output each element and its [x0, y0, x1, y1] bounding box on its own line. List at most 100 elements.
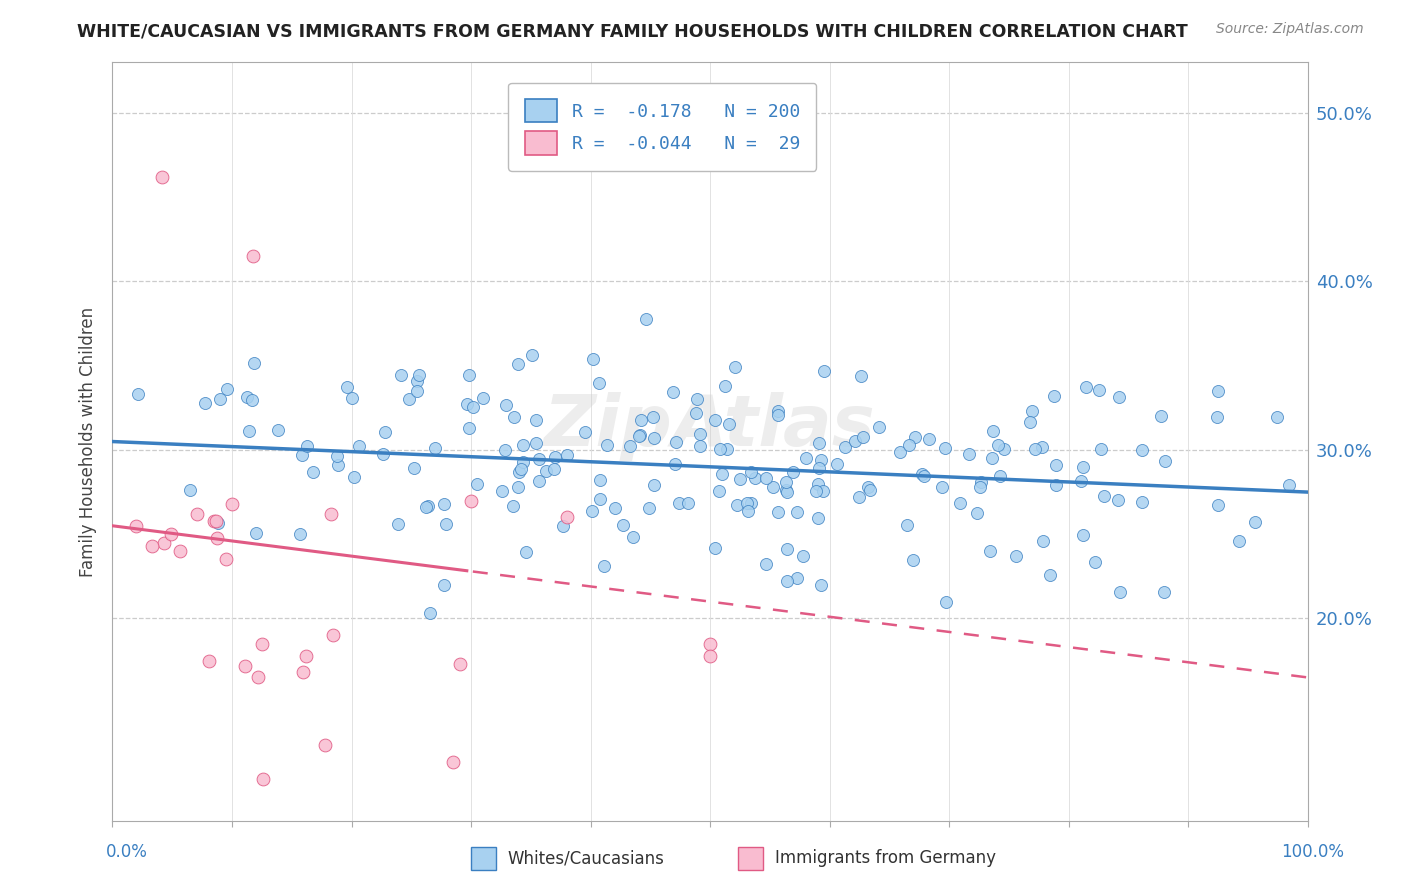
- Point: [970, 475, 993, 490]
- Point: [808, 435, 831, 450]
- Point: [449, 657, 471, 671]
- Point: [169, 544, 191, 558]
- Point: [643, 478, 665, 492]
- Point: [896, 518, 918, 533]
- Point: [714, 379, 737, 393]
- Point: [643, 431, 665, 445]
- Point: [389, 368, 412, 382]
- Point: [934, 441, 956, 455]
- Point: [314, 738, 336, 752]
- Point: [735, 495, 758, 509]
- Point: [404, 460, 426, 475]
- Point: [1278, 478, 1301, 492]
- Point: [1084, 555, 1107, 569]
- Point: [852, 430, 875, 444]
- Point: [710, 467, 733, 481]
- Point: [432, 497, 454, 511]
- Point: [689, 439, 711, 453]
- Point: [987, 438, 1010, 452]
- Point: [612, 518, 634, 533]
- Point: [235, 390, 257, 404]
- Point: [804, 484, 827, 499]
- Point: [295, 439, 318, 453]
- Point: [1073, 528, 1095, 542]
- Point: [775, 475, 797, 489]
- Text: Immigrants from Germany: Immigrants from Germany: [775, 849, 995, 867]
- Point: [153, 535, 176, 549]
- Point: [186, 507, 208, 521]
- Point: [242, 249, 264, 263]
- Point: [127, 387, 149, 401]
- Point: [1043, 389, 1066, 403]
- Point: [766, 404, 789, 418]
- Point: [603, 501, 626, 516]
- Point: [294, 648, 316, 663]
- Point: [685, 406, 707, 420]
- Point: [250, 637, 273, 651]
- Point: [704, 413, 727, 427]
- Point: [786, 570, 808, 584]
- Point: [342, 392, 364, 406]
- Text: 100.0%: 100.0%: [1281, 843, 1344, 861]
- Point: [502, 499, 524, 513]
- Point: [957, 447, 980, 461]
- Point: [159, 527, 181, 541]
- Point: [1004, 549, 1026, 563]
- Point: [524, 413, 547, 427]
- Point: [662, 385, 685, 400]
- Point: [582, 351, 605, 366]
- Point: [150, 169, 173, 184]
- Point: [512, 438, 534, 452]
- Point: [205, 514, 228, 528]
- Point: [423, 442, 446, 456]
- Point: [398, 392, 420, 407]
- Point: [689, 427, 711, 442]
- Point: [1205, 409, 1227, 424]
- Point: [512, 455, 534, 469]
- Point: [520, 348, 543, 362]
- Point: [267, 423, 290, 437]
- Point: [966, 506, 988, 520]
- Point: [969, 480, 991, 494]
- Point: [527, 474, 550, 488]
- Point: [810, 578, 832, 592]
- Point: [527, 452, 550, 467]
- Point: [336, 380, 359, 394]
- Point: [786, 505, 808, 519]
- Point: [935, 595, 957, 609]
- Point: [699, 648, 721, 663]
- Point: [1206, 498, 1229, 512]
- Point: [1071, 459, 1094, 474]
- Point: [1130, 495, 1153, 509]
- Point: [472, 392, 495, 406]
- Point: [465, 477, 488, 491]
- Point: [456, 397, 478, 411]
- Text: ZipAtlas: ZipAtlas: [544, 392, 876, 461]
- Point: [643, 410, 665, 425]
- Point: [1090, 442, 1112, 457]
- Point: [993, 442, 1015, 457]
- Point: [638, 501, 661, 516]
- Legend: R =  -0.178   N = 200, R =  -0.044   N =  29: R = -0.178 N = 200, R = -0.044 N = 29: [509, 83, 815, 170]
- Point: [441, 755, 464, 769]
- Y-axis label: Family Households with Children: Family Households with Children: [79, 307, 97, 576]
- Text: Source: ZipAtlas.com: Source: ZipAtlas.com: [1216, 22, 1364, 37]
- Point: [918, 432, 941, 446]
- Point: [1108, 390, 1130, 404]
- Point: [664, 457, 686, 471]
- Point: [931, 480, 953, 494]
- Point: [630, 413, 652, 427]
- Text: WHITE/CAUCASIAN VS IMMIGRANTS FROM GERMANY FAMILY HOUSEHOLDS WITH CHILDREN CORRE: WHITE/CAUCASIAN VS IMMIGRANTS FROM GERMA…: [77, 22, 1188, 40]
- Point: [495, 398, 517, 412]
- Point: [717, 417, 740, 431]
- Point: [834, 440, 856, 454]
- Point: [949, 496, 972, 510]
- Point: [1153, 585, 1175, 599]
- Point: [755, 471, 778, 485]
- Point: [194, 396, 217, 410]
- Point: [207, 516, 229, 531]
- Point: [491, 484, 513, 499]
- Point: [301, 466, 323, 480]
- Point: [744, 471, 766, 485]
- Point: [1150, 409, 1173, 423]
